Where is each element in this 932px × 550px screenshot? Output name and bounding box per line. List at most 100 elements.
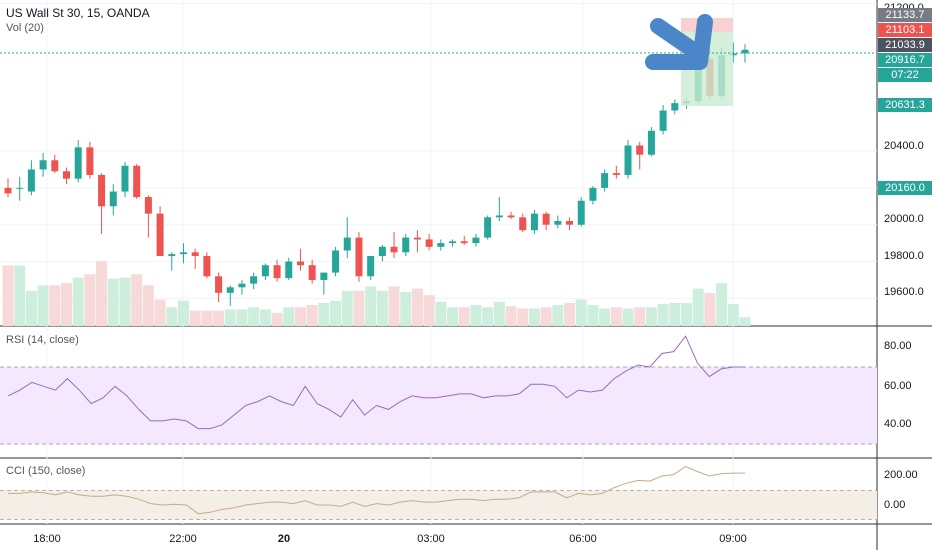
candle-body <box>121 165 129 192</box>
candle-body <box>273 265 281 279</box>
candle-body <box>729 53 737 56</box>
candle-body <box>472 237 480 244</box>
volume-bar <box>599 308 611 326</box>
candle-body <box>27 169 35 192</box>
candle-body <box>51 160 59 172</box>
candle-body <box>671 103 679 111</box>
cci-line <box>8 466 745 515</box>
price-tick-20400: 20400.0 <box>884 140 924 152</box>
time-tick-day-20: 20 <box>277 533 291 545</box>
candle-body <box>390 246 398 253</box>
volume-bar <box>517 308 529 326</box>
candle-body <box>332 250 340 273</box>
candle-body <box>238 283 246 288</box>
volume-bar <box>341 290 353 326</box>
candle-body <box>343 237 351 251</box>
candle-body <box>156 213 164 257</box>
candle-body <box>378 246 386 257</box>
volume-indicator-label[interactable]: Vol (20) <box>6 22 44 34</box>
candle-body <box>402 237 410 253</box>
candle-body <box>601 173 609 188</box>
candle-body <box>109 191 117 207</box>
volume-bar <box>119 277 131 326</box>
volume-bar <box>318 302 330 326</box>
volume-bar <box>388 286 400 326</box>
cci-indicator-label[interactable]: CCI (150, close) <box>6 465 86 477</box>
candle-body <box>203 256 211 277</box>
candle-body <box>179 252 187 255</box>
candle-body <box>144 197 152 214</box>
volume-bar <box>37 285 49 326</box>
price-tick-19800: 19800.0 <box>884 250 924 262</box>
volume-bar <box>505 306 517 326</box>
rsi-tick-60: 60.00 <box>884 380 912 392</box>
arrow-shaft <box>650 18 698 56</box>
time-tick-0900: 09:00 <box>719 533 747 545</box>
candle-body <box>320 272 328 280</box>
volume-bar <box>259 309 271 326</box>
volume-bar <box>411 288 423 326</box>
volume-bar <box>294 307 306 326</box>
candle-body <box>659 110 667 131</box>
candle-body <box>367 256 375 277</box>
candle-body <box>530 213 538 231</box>
candle-body <box>4 187 12 194</box>
candle-body <box>647 130 655 155</box>
candlesticks[interactable] <box>4 31 749 306</box>
candle-body <box>62 171 70 179</box>
candle-body <box>16 187 24 189</box>
volume-bar <box>587 305 599 326</box>
candle-body <box>74 147 82 179</box>
volume-bars <box>2 261 751 326</box>
candle-body <box>460 241 468 244</box>
volume-bar <box>552 305 564 326</box>
volume-bar <box>353 290 365 326</box>
rsi-indicator-label[interactable]: RSI (14, close) <box>6 334 79 346</box>
candle-body <box>226 287 234 293</box>
volume-bar <box>470 305 482 326</box>
candle-body <box>250 276 258 284</box>
time-tick-0600: 06:00 <box>569 533 597 545</box>
candle-body <box>484 217 492 238</box>
candle-body <box>413 237 421 240</box>
volume-bar <box>458 307 470 326</box>
candle-body <box>168 254 176 257</box>
cci-band <box>0 490 877 520</box>
volume-bar <box>306 305 318 326</box>
price-badge-mid: 20631.3 <box>878 98 932 112</box>
volume-bar <box>564 302 576 326</box>
volume-bar <box>236 309 248 326</box>
volume-bar <box>25 290 37 326</box>
rsi-tick-40: 40.00 <box>884 418 912 430</box>
candle-body <box>296 261 304 266</box>
volume-bar <box>271 312 283 326</box>
candle-body <box>566 221 574 225</box>
volume-bar <box>727 304 739 326</box>
time-tick-1800: 18:00 <box>33 533 61 545</box>
volume-bar <box>692 288 704 326</box>
volume-bar <box>224 309 236 326</box>
candle-body <box>554 221 562 225</box>
rsi-band <box>0 367 877 444</box>
volume-bar <box>423 295 435 326</box>
volume-bar <box>49 285 61 326</box>
volume-bar <box>14 265 26 326</box>
volume-bar <box>213 310 225 326</box>
candle-body <box>612 173 620 175</box>
volume-bar <box>189 310 201 326</box>
symbol-title[interactable]: US Wall St 30, 15, OANDA <box>6 6 150 20</box>
volume-bar <box>142 285 154 326</box>
candle-body <box>355 237 363 277</box>
time-tick-0300: 03:00 <box>417 533 445 545</box>
volume-bar <box>365 286 377 326</box>
volume-bar <box>704 293 716 326</box>
price-badge-low: 20160.0 <box>878 181 932 195</box>
volume-bar <box>60 283 72 326</box>
candle-body <box>589 187 597 201</box>
volume-bar <box>540 307 552 326</box>
rsi-tick-80: 80.00 <box>884 340 912 352</box>
candle-body <box>261 265 269 277</box>
volume-bar <box>283 307 295 326</box>
volume-bar <box>739 317 751 326</box>
